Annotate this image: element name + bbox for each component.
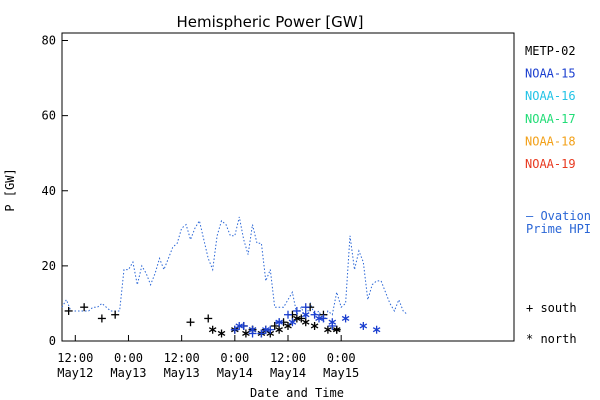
legend-item: NOAA-16 (525, 89, 576, 103)
x-tick-date: May14 (217, 366, 253, 380)
y-tick-label: 40 (42, 184, 56, 198)
north-mark-stroke (372, 327, 381, 333)
legend-item: NOAA-19 (525, 157, 576, 171)
data-point-south (270, 321, 279, 330)
data-point-south (266, 325, 275, 334)
data-point-south (204, 314, 213, 323)
x-tick-time: 12:00 (270, 351, 306, 365)
data-point-north (275, 318, 283, 327)
y-tick-label: 20 (42, 259, 56, 273)
plot-frame (61, 32, 515, 342)
x-tick-date: May15 (323, 366, 359, 380)
legend-item: NOAA-18 (525, 134, 576, 148)
north-mark-stroke (248, 327, 257, 333)
north-mark-stroke (275, 319, 283, 325)
data-point-south (284, 310, 292, 319)
north-mark-stroke (242, 330, 250, 337)
data-point-north (310, 321, 319, 330)
data-point-north (372, 325, 381, 334)
data-point-north (332, 325, 341, 334)
north-mark-stroke (275, 327, 283, 333)
data-point-south (64, 306, 73, 315)
data-point-south (186, 318, 195, 327)
data-point-north (341, 314, 350, 323)
legend-south: + south (526, 301, 577, 315)
data-point-north (301, 318, 310, 327)
x-tick-time: 12:00 (164, 351, 200, 365)
data-point-north (288, 318, 297, 327)
y-tick-label: 0 (49, 334, 56, 348)
data-point-south (301, 303, 310, 312)
y-tick-label: 80 (42, 34, 56, 48)
data-point-north (262, 325, 270, 334)
north-mark-stroke (301, 312, 310, 318)
north-mark-stroke (328, 319, 337, 325)
north-mark-stroke (359, 323, 368, 329)
x-tick-time: 0:00 (220, 351, 249, 365)
north-mark-stroke (332, 327, 341, 333)
data-point-south (111, 310, 120, 319)
data-point-north (359, 321, 368, 330)
x-tick-date: May14 (270, 366, 306, 380)
north-mark-stroke (235, 323, 244, 329)
y-tick-label: 60 (42, 109, 56, 123)
data-point-north (293, 314, 301, 323)
x-tick-time: 12:00 (57, 351, 93, 365)
legend-ovation-line1: – Ovation (526, 209, 591, 223)
legend-ovation-line2: Prime HPI (526, 222, 591, 236)
data-point-south (239, 321, 248, 330)
north-mark-stroke (288, 319, 297, 325)
x-tick-time: 0:00 (114, 351, 143, 365)
data-point-south (310, 310, 319, 319)
data-point-south (292, 306, 301, 315)
data-point-north (328, 318, 337, 327)
data-point-north (301, 310, 310, 319)
data-point-north (235, 321, 244, 330)
data-point-south (257, 329, 266, 338)
data-point-north (217, 329, 226, 338)
x-tick-time: 0:00 (327, 351, 356, 365)
legend-item: NOAA-17 (525, 112, 576, 126)
north-mark-stroke (301, 319, 310, 325)
legend-north: * north (526, 332, 577, 346)
data-point-north (275, 325, 283, 334)
data-point-south (97, 314, 106, 323)
x-axis-label: Date and Time (250, 386, 344, 400)
data-point-south (230, 325, 239, 334)
data-point-north (248, 325, 257, 334)
data-point-north (242, 329, 250, 338)
north-mark-stroke (217, 330, 226, 337)
legend-item: NOAA-15 (525, 67, 576, 81)
north-mark-stroke (310, 323, 319, 329)
north-mark-stroke (341, 315, 350, 322)
x-tick-date: May13 (110, 366, 146, 380)
chart-title: Hemispheric Power [GW] (177, 13, 364, 31)
north-mark-stroke (315, 315, 323, 322)
data-point-north (315, 314, 323, 323)
x-tick-date: May12 (57, 366, 93, 380)
north-mark-stroke (324, 327, 332, 333)
north-mark-stroke (284, 323, 292, 329)
data-point-south (319, 314, 328, 323)
data-point-north (208, 325, 217, 334)
y-axis-label: P [GW] (3, 168, 17, 211)
north-mark-stroke (262, 327, 270, 333)
north-mark-stroke (293, 315, 301, 322)
north-mark-stroke (208, 327, 217, 333)
data-point-north (284, 321, 292, 330)
x-tick-date: May13 (164, 366, 200, 380)
data-point-south (80, 303, 89, 312)
data-point-north (324, 325, 332, 334)
ovation-prime-hpi-line (61, 216, 408, 324)
legend-item: METP-02 (525, 44, 576, 58)
data-point-south (297, 314, 306, 323)
